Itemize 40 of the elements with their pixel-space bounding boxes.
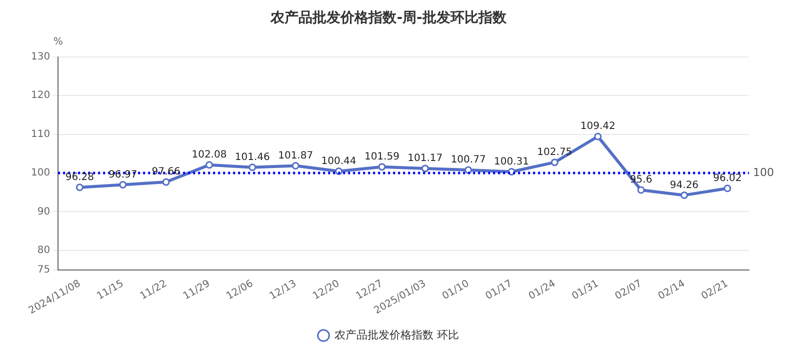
point <box>378 163 386 171</box>
point <box>292 162 300 170</box>
data-label: 96.97 <box>108 169 138 180</box>
point <box>637 186 645 194</box>
y-tick-label: 110 <box>30 128 50 140</box>
point <box>205 161 213 169</box>
data-label: 100.31 <box>494 156 529 168</box>
y-axis-title: % <box>53 36 63 48</box>
point <box>119 180 127 188</box>
data-label: 102.75 <box>537 146 572 158</box>
point <box>550 158 558 166</box>
data-label: 97.66 <box>152 166 180 178</box>
legend-label: 农产品批发价格指数 环比 <box>334 328 459 342</box>
data-label: 100.77 <box>450 154 486 166</box>
data-label: 101.59 <box>364 151 400 162</box>
data-label: 101.17 <box>408 153 443 164</box>
y-tick-label: 100 <box>30 168 50 179</box>
data-label: 101.87 <box>278 150 314 162</box>
data-label: 102.08 <box>192 150 227 161</box>
data-label: 96.02 <box>713 172 742 184</box>
data-label: 94.26 <box>670 180 699 191</box>
data-label: 100.44 <box>321 156 356 167</box>
data-label: 109.42 <box>580 121 616 132</box>
point <box>162 178 170 186</box>
data-label: 101.46 <box>234 152 270 163</box>
point <box>680 191 688 199</box>
chart-title: 农产品批发价格指数-周-批发环比指数 <box>270 9 508 26</box>
y-tick-label: 120 <box>30 90 50 102</box>
y-tick-label: 75 <box>37 264 50 276</box>
ref-line-label: 100 <box>753 166 774 179</box>
y-tick-label: 90 <box>37 206 50 218</box>
point <box>76 184 84 192</box>
point <box>594 132 602 140</box>
point <box>724 184 732 192</box>
y-tick-label: 130 <box>30 51 50 62</box>
y-tick-label: 80 <box>37 245 50 256</box>
point <box>464 166 472 174</box>
point <box>421 164 429 172</box>
data-label: 96.28 <box>65 172 94 183</box>
point <box>248 164 256 172</box>
